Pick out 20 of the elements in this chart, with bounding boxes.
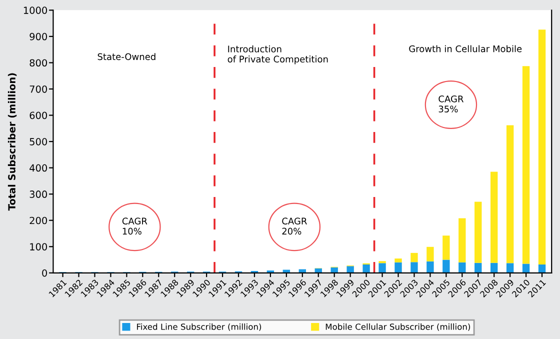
annotation: State-Owned — [98, 53, 156, 60]
y-tick-label: 800 — [30, 59, 47, 67]
y-tick-label: 600 — [30, 112, 47, 120]
legend-label: Fixed Line Subscriber (million) — [137, 323, 262, 331]
y-tick-label: 400 — [30, 164, 47, 172]
y-tick-label: 1000 — [24, 6, 47, 14]
y-tick-label: 500 — [30, 138, 47, 146]
annotation: CAGR 35% — [438, 95, 464, 112]
annotation: Introduction of Private Competition — [228, 45, 328, 64]
y-axis-title: Total Subscriber (million) — [8, 73, 17, 211]
y-tick-label: 100 — [30, 243, 47, 250]
y-tick-label: 700 — [30, 85, 47, 93]
y-tick-label: 200 — [30, 216, 47, 224]
annotation: Growth in Cellular Mobile — [409, 45, 522, 52]
y-tick-label: 300 — [30, 190, 47, 198]
y-tick-label: 900 — [30, 32, 47, 40]
y-tick-label: 0 — [42, 269, 47, 277]
annotation: CAGR 20% — [282, 218, 307, 235]
annotation: CAGR 10% — [122, 218, 148, 235]
legend-label: Mobile Cellular Subscriber (million) — [326, 323, 470, 331]
